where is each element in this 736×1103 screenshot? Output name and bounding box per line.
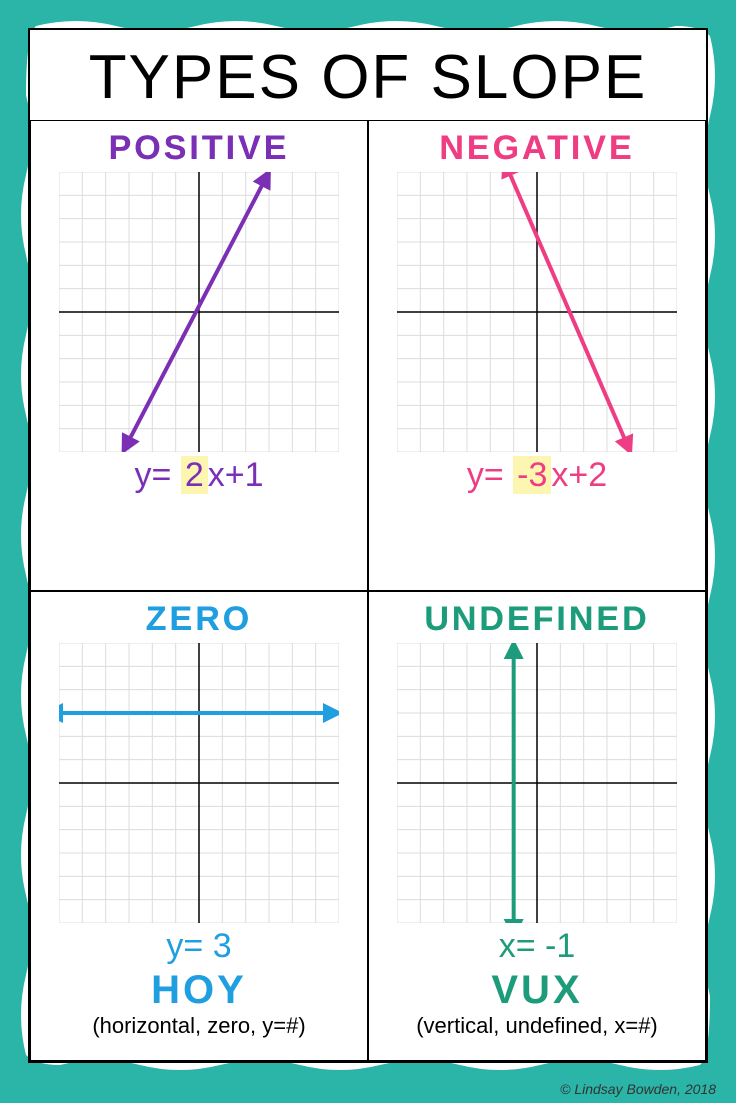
graph-undefined	[397, 643, 677, 923]
graph-negative	[397, 172, 677, 452]
mnemonic-undefined: VUX	[491, 968, 582, 1013]
panel-title-undefined: UNDEFINED	[424, 600, 649, 639]
panel-positive: POSITIVE y= 2x+1	[30, 120, 368, 591]
poster-title: TYPES OF SLOPE	[30, 30, 706, 119]
explain-undefined: (vertical, undefined, x=#)	[416, 1013, 658, 1039]
explain-zero: (horizontal, zero, y=#)	[92, 1013, 305, 1039]
teal-frame: TYPES OF SLOPE POSITIVE y= 2x+1 NEGATIVE	[0, 0, 736, 1103]
panel-negative: NEGATIVE y= -3x+2	[368, 120, 706, 591]
panel-title-negative: NEGATIVE	[439, 129, 634, 168]
copyright-text: © Lindsay Bowden, 2018	[560, 1081, 716, 1097]
mnemonic-zero: HOY	[151, 968, 247, 1013]
panel-undefined: UNDEFINED x= -1 VUX (vertical, undefined…	[368, 591, 706, 1062]
equation-undefined: x= -1	[499, 927, 576, 966]
poster-panel: TYPES OF SLOPE POSITIVE y= 2x+1 NEGATIVE	[28, 28, 708, 1063]
panel-zero: ZERO y= 3 HOY (horizontal, zero, y=#)	[30, 591, 368, 1062]
equation-zero: y= 3	[166, 927, 231, 966]
slope-grid: POSITIVE y= 2x+1 NEGATIVE y= -3x+2	[30, 120, 706, 1061]
equation-positive: y= 2x+1	[135, 456, 264, 495]
panel-title-positive: POSITIVE	[109, 129, 290, 168]
equation-negative: y= -3x+2	[467, 456, 607, 495]
graph-positive	[59, 172, 339, 452]
panel-title-zero: ZERO	[146, 600, 252, 639]
graph-zero	[59, 643, 339, 923]
